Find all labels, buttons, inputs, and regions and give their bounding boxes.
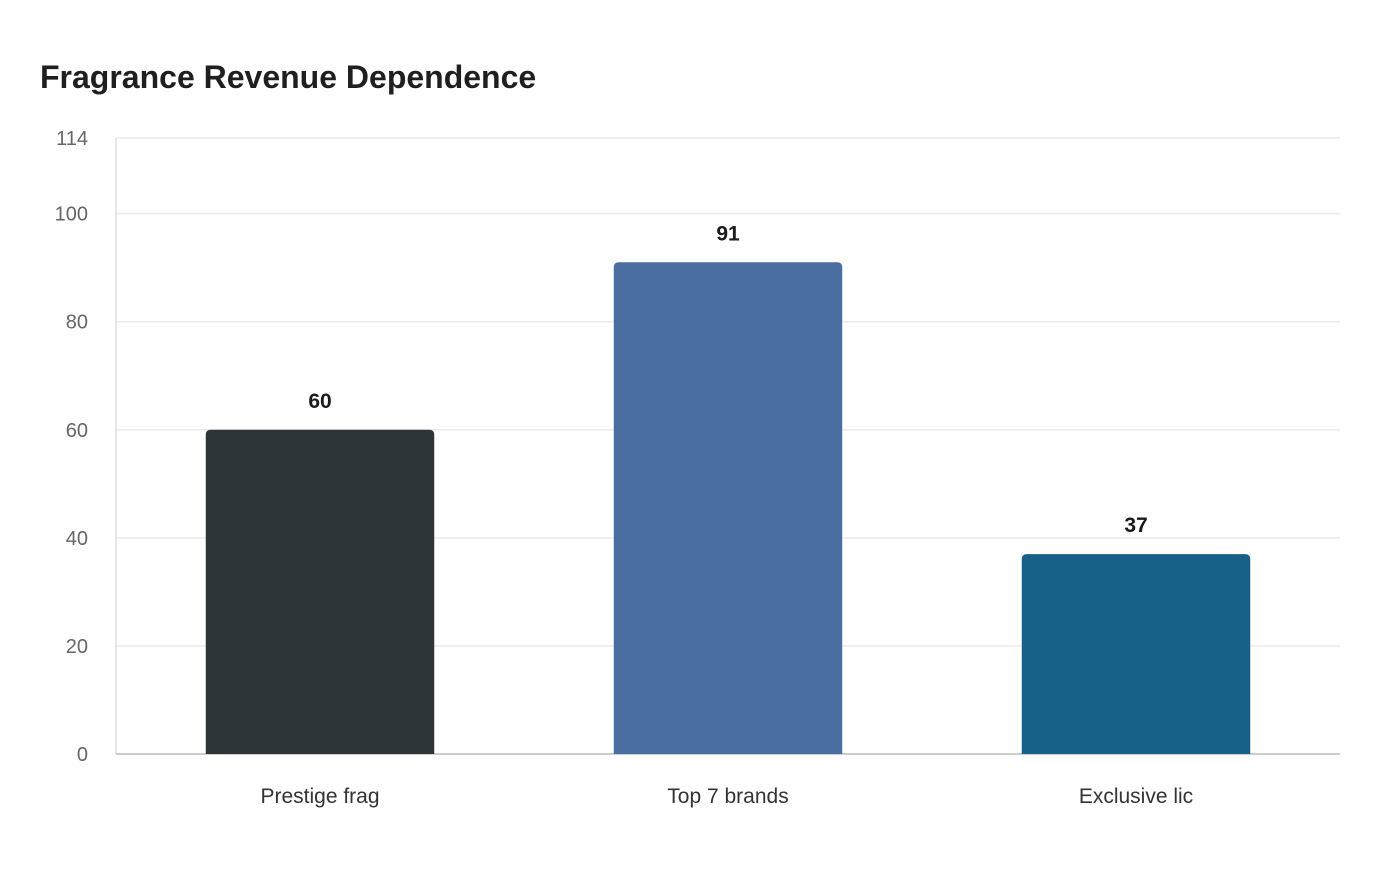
x-tick-label: Top 7 brands [667, 785, 788, 808]
x-tick-label: Prestige frag [260, 785, 379, 808]
y-tick-label: 0 [77, 744, 88, 766]
chart-title: Fragrance Revenue Dependence [40, 59, 537, 95]
y-tick-label: 80 [66, 312, 88, 334]
y-tick-label: 60 [66, 420, 88, 442]
data-label: 60 [308, 390, 331, 413]
y-tick-label: 20 [66, 636, 88, 658]
labels: 0 20 40 60 80 100 114 60 Prestige frag 91 Top 7 br… [55, 128, 1194, 808]
bar-top-7-brands [613, 262, 843, 754]
y-tick-label: 114 [56, 128, 88, 150]
x-tick-label: Exclusive lic [1079, 785, 1193, 808]
bars [205, 262, 1251, 754]
bar-prestige-frag [205, 429, 435, 754]
data-label: 37 [1124, 514, 1147, 537]
y-tick-label: 100 [55, 204, 88, 226]
y-tick-label: 40 [66, 528, 88, 550]
data-label: 91 [716, 222, 740, 245]
bar-exclusive-lic [1021, 554, 1251, 754]
